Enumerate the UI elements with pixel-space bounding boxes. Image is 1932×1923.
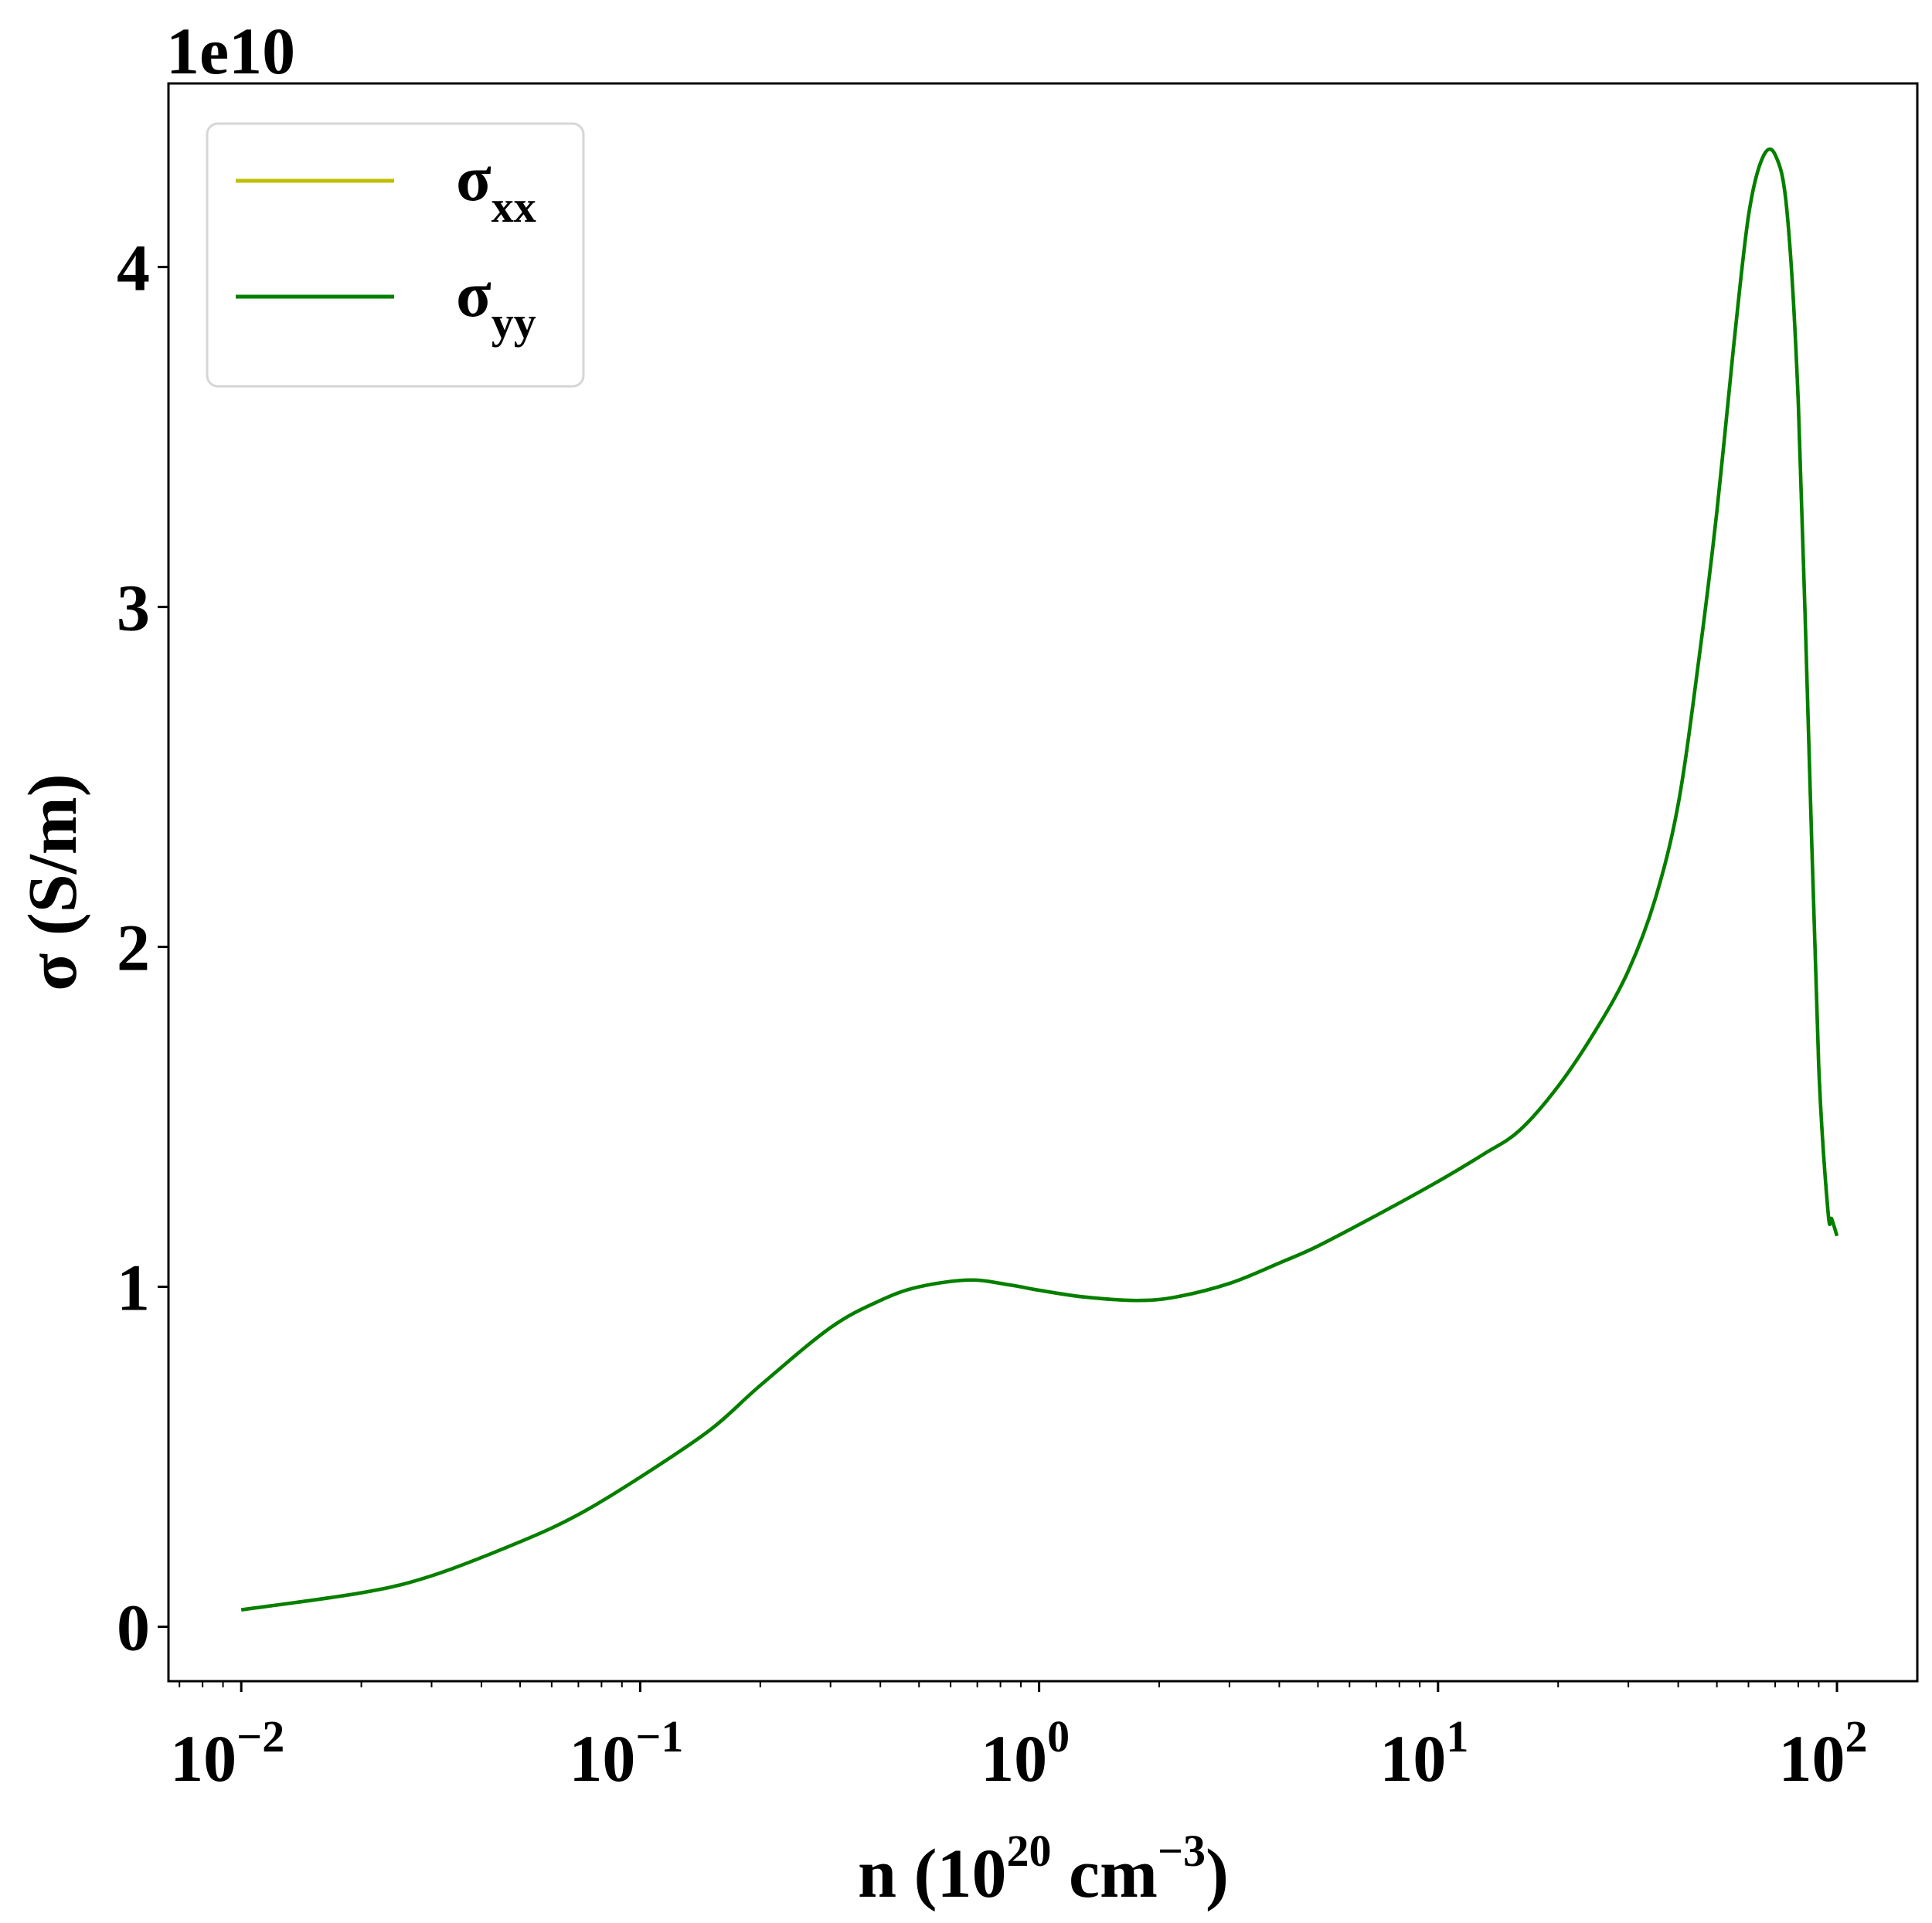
x-tick-label-exp: −2 (236, 1711, 284, 1762)
y-tick-label: 3 (117, 571, 150, 645)
x-axis-label-sup2: −3 (1158, 1826, 1206, 1876)
x-tick-label: 101 (1379, 1711, 1468, 1796)
y-offset-text: 1e10 (166, 14, 295, 88)
y-axis-ticks: 0 1 2 3 4 (117, 231, 168, 1665)
series-line-σyy (240, 147, 1839, 1612)
y-tick-label: 0 (117, 1591, 150, 1665)
x-tick-label-exp: −1 (635, 1711, 683, 1762)
x-tick-label: 102 (1779, 1711, 1868, 1796)
legend-label: σyy (456, 259, 536, 348)
x-axis-label-base: n (10 (858, 1836, 1007, 1912)
x-axis-label-mid: cm (1052, 1836, 1158, 1912)
x-tick-label: 10−1 (569, 1711, 683, 1796)
x-tick-label-exp: 1 (1446, 1711, 1468, 1762)
x-tick-label: 10−2 (170, 1711, 284, 1796)
legend-label-base: σ (456, 143, 492, 215)
legend-box (206, 122, 585, 388)
y-axis-label: σ (S/m) (15, 773, 91, 990)
x-tick-label-exp: 2 (1845, 1711, 1868, 1762)
x-tick-label-base: 10 (170, 1721, 236, 1796)
x-tick-label-base: 10 (1379, 1721, 1446, 1796)
y-tick-label: 1 (117, 1251, 150, 1325)
legend-label-sub: yy (492, 297, 536, 348)
y-tick-label: 2 (117, 911, 150, 985)
x-axis-ticks: 10−2 10−1 100 101 102 (170, 1681, 1868, 1796)
legend-label-sub: xx (492, 182, 536, 232)
x-axis-label-sup1: 20 (1007, 1826, 1052, 1876)
x-tick-label-exp: 0 (1047, 1711, 1070, 1762)
legend-label: σxx (456, 143, 536, 232)
x-tick-label-base: 10 (1779, 1721, 1845, 1796)
plot-frame (167, 82, 1919, 1683)
x-tick-label-base: 10 (981, 1721, 1047, 1796)
plot-series (240, 147, 1839, 1612)
x-tick-label-base: 10 (569, 1721, 635, 1796)
x-axis-label: n (1020 cm−3) (858, 1826, 1229, 1912)
x-axis-label-end: ) (1206, 1836, 1229, 1912)
legend-label-base: σ (456, 259, 492, 331)
x-tick-label: 100 (981, 1711, 1070, 1796)
y-tick-label: 4 (117, 231, 150, 305)
